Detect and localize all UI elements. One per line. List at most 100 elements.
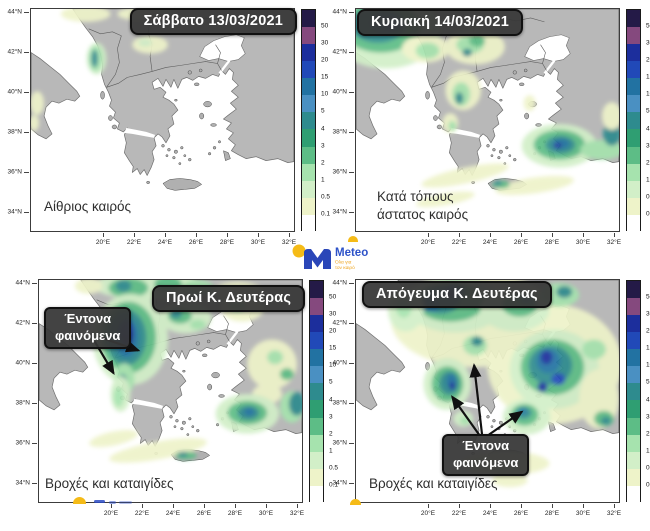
longitude-tick-label: 24°E <box>482 239 498 246</box>
colorbar-tick-label: 5 <box>646 107 650 115</box>
colorbar-segment <box>627 298 640 316</box>
colorbar-tick-label: 0.5 <box>321 193 331 201</box>
watermark-sun-dot-icon <box>348 236 358 242</box>
latitude-tick-label: 34°N <box>332 479 347 487</box>
colorbar-segment <box>310 451 323 469</box>
colorbar-segment <box>627 485 640 503</box>
colorbar-segment <box>310 400 323 418</box>
longitude-tick-label: 28°E <box>544 510 560 517</box>
latitude-tick <box>32 443 37 444</box>
colorbar-tick-label: 0.1 <box>329 481 339 489</box>
colorbar-segment <box>302 61 315 79</box>
longitude-tick-label: 24°E <box>157 239 173 246</box>
colorbar-segment <box>302 95 315 113</box>
colorbar-segment <box>627 129 640 147</box>
watermark-text-fragment <box>109 501 116 504</box>
colorbar-segment <box>627 78 640 96</box>
colorbar-segment <box>627 451 640 469</box>
logo-sun-dot-icon <box>292 244 306 258</box>
colorbar-tick-label: 4 <box>329 396 333 404</box>
latitude-tick-label: 40°N <box>332 359 347 367</box>
longitude-tick-label: 28°E <box>227 510 243 517</box>
longitude-tick <box>583 233 584 237</box>
longitude-tick <box>459 233 460 237</box>
latitude-tick-label: 42°N <box>15 319 30 327</box>
panel-sunday: 44°N 42°N 40°N 38°N 36°N 34°N 20°E 22°E 24°E 26°… <box>325 0 650 265</box>
colorbar: 50 30 20 15 10 5 4 3 2 1 0.5 0.1 <box>301 9 335 232</box>
colorbar-tick-label: 15 <box>329 344 337 352</box>
colorbar-segment <box>627 10 640 28</box>
longitude-tick <box>103 233 104 237</box>
colorbar-segment <box>302 129 315 147</box>
longitude-tick-label: 32°E <box>289 510 305 517</box>
longitude-tick-label: 20°E <box>103 510 119 517</box>
colorbar-segment <box>310 332 323 350</box>
latitude-tick <box>349 52 354 53</box>
longitude-tick-label: 24°E <box>165 510 181 517</box>
longitude-tick <box>490 504 491 508</box>
colorbar-tick-label: 15 <box>646 73 650 81</box>
latitude-axis: 44°N 42°N 40°N 38°N 36°N 34°N <box>325 279 355 503</box>
colorbar-tick-label: 1 <box>646 176 650 184</box>
latitude-tick-label: 40°N <box>15 359 30 367</box>
longitude-tick-label: 22°E <box>126 239 142 246</box>
latitude-tick <box>32 363 37 364</box>
colorbar-tick-label: 4 <box>321 125 325 133</box>
longitude-tick <box>227 233 228 237</box>
longitude-tick <box>490 233 491 237</box>
longitude-tick <box>258 233 259 237</box>
panel-caption-saturday: Αίθριος καιρός <box>44 199 132 214</box>
colorbar-tick-label: 4 <box>646 396 650 404</box>
meteo-logo: Meteo Όλα για τον καιρό <box>288 241 378 275</box>
longitude-tick-label: 28°E <box>219 239 235 246</box>
longitude-tick-label: 20°E <box>95 239 111 246</box>
colorbar-tick-label: 3 <box>646 413 650 421</box>
longitude-tick <box>134 233 135 237</box>
panel-caption-monday-afternoon: Βροχές και καταιγίδες <box>369 476 498 491</box>
longitude-tick-label: 26°E <box>196 510 212 517</box>
colorbar-tick-label: 5 <box>646 378 650 386</box>
colorbar-segment <box>627 27 640 45</box>
colorbar-tick-label: 50 <box>646 22 650 30</box>
latitude-tick-label: 38°N <box>7 128 22 136</box>
colorbar-segment <box>310 298 323 316</box>
precipitation-overlay <box>31 9 175 131</box>
longitude-tick <box>583 504 584 508</box>
longitude-tick-label: 22°E <box>451 239 467 246</box>
latitude-tick <box>32 323 37 324</box>
latitude-tick <box>349 483 354 484</box>
colorbar-tick-label: 30 <box>646 310 650 318</box>
longitude-tick <box>204 504 205 508</box>
colorbar-tick-label: 4 <box>646 125 650 133</box>
longitude-tick-label: 32°E <box>281 239 297 246</box>
logo-tagline-line1: Όλα για <box>334 260 352 266</box>
colorbar: 50 30 20 15 10 5 4 3 2 1 0.5 0.1 <box>309 280 343 503</box>
panel-title-sunday: Κυριακή 14/03/2021 <box>357 9 523 36</box>
longitude-tick <box>111 504 112 508</box>
colorbar-tick-label: 10 <box>646 90 650 98</box>
colorbar-segment <box>302 180 315 198</box>
latitude-tick-label: 36°N <box>15 439 30 447</box>
latitude-tick-label: 44°N <box>7 8 22 16</box>
colorbar-segment <box>310 366 323 384</box>
panel-title-monday-afternoon: Απόγευμα Κ. Δευτέρας <box>362 281 552 308</box>
latitude-tick <box>349 323 354 324</box>
latitude-tick <box>24 92 29 93</box>
colorbar-segment <box>627 383 640 401</box>
colorbar-tick-label: 2 <box>321 159 325 167</box>
colorbar-tick-label: 50 <box>329 293 337 301</box>
colorbar-tick-label: 20 <box>321 56 329 64</box>
colorbar-segment <box>627 366 640 384</box>
latitude-tick <box>24 132 29 133</box>
longitude-tick <box>614 504 615 508</box>
colorbar-scale <box>626 9 641 232</box>
colorbar-tick-label: 2 <box>646 430 650 438</box>
latitude-tick <box>349 172 354 173</box>
colorbar-tick-label: 0.5 <box>646 464 650 472</box>
longitude-tick <box>289 233 290 237</box>
panel-caption-sunday: Κατά τόπους άστατος καιρός <box>377 189 469 222</box>
colorbar-tick-label: 5 <box>329 378 333 386</box>
longitude-tick-label: 32°E <box>606 239 622 246</box>
latitude-tick <box>349 12 354 13</box>
colorbar-segment <box>310 417 323 435</box>
